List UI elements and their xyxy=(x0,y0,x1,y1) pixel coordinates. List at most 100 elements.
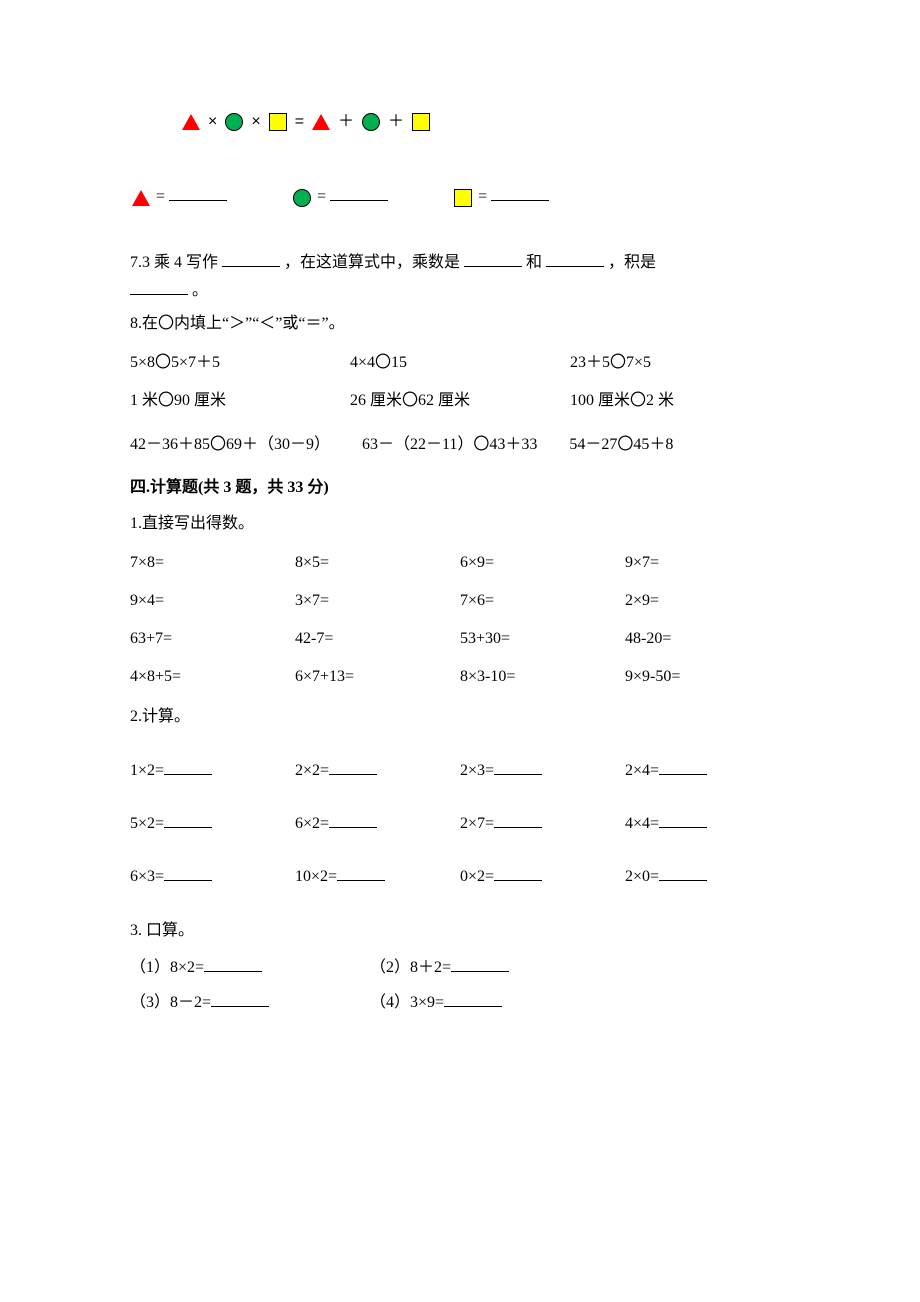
calc-label: 2×0= xyxy=(625,868,659,885)
blank[interactable] xyxy=(222,250,280,267)
calc-item: 2×0= xyxy=(625,864,790,889)
s4-q3-grid: （1）8×2=（2）8＋2=（3）8－2=（4）3×9= xyxy=(130,955,790,1015)
calc-item: 9×4= xyxy=(130,589,295,613)
square-icon xyxy=(454,189,472,207)
q7-text-a: 7.3 乘 4 写作 xyxy=(130,254,218,271)
calc-label: （2）8＋2= xyxy=(370,959,451,976)
circle-icon xyxy=(293,189,311,207)
blank[interactable] xyxy=(494,758,542,775)
q7-text-b: ，在这道算式中，乘数是 xyxy=(284,254,460,271)
calc-item: 9×7= xyxy=(625,551,790,575)
calc-row: 6×3=10×2=0×2=2×0= xyxy=(130,864,790,889)
q8-row2: 1 米〇90 厘米 26 厘米〇62 厘米 100 厘米〇2 米 xyxy=(130,389,790,413)
blank[interactable] xyxy=(164,864,212,881)
calc-label: 0×2= xyxy=(460,868,494,885)
calc-item: 2×9= xyxy=(625,589,790,613)
blank[interactable] xyxy=(164,758,212,775)
calc-row: （3）8－2=（4）3×9= xyxy=(130,990,790,1015)
circle-icon xyxy=(362,113,380,131)
calc-row: 7×8=8×5=6×9=9×7= xyxy=(130,551,790,575)
op-times: × xyxy=(208,113,217,130)
calc-label: （4）3×9= xyxy=(370,994,444,1011)
square-icon xyxy=(269,113,287,131)
s4-q1-title: 1.直接写出得数。 xyxy=(130,510,790,537)
blank[interactable] xyxy=(546,250,604,267)
calc-item: 42-7= xyxy=(295,627,460,651)
blank[interactable] xyxy=(464,250,522,267)
triangle-answer: = xyxy=(130,184,227,209)
calc-row: 5×2=6×2=2×7=4×4= xyxy=(130,811,790,836)
blank-circle[interactable] xyxy=(330,184,388,201)
blank[interactable] xyxy=(164,811,212,828)
calc-row: （1）8×2= （2）8＋2= xyxy=(130,955,790,980)
calc-item: 10×2= xyxy=(295,864,460,889)
calc-label: 10×2= xyxy=(295,868,337,885)
blank[interactable] xyxy=(659,811,707,828)
calc-item: 4×8+5= xyxy=(130,665,295,689)
blank[interactable] xyxy=(130,278,188,295)
s4-q1-grid: 7×8=8×5=6×9=9×7=9×4=3×7=7×6=2×9=63+7=42-… xyxy=(130,551,790,689)
blank[interactable] xyxy=(494,811,542,828)
blank[interactable] xyxy=(329,758,377,775)
blank[interactable] xyxy=(337,864,385,881)
calc-item: 7×8= xyxy=(130,551,295,575)
circle-icon xyxy=(225,113,243,131)
calc-label: 5×2= xyxy=(130,815,164,832)
circle-answer: = xyxy=(291,184,388,209)
calc-item: （2）8＋2= xyxy=(370,955,509,980)
blank-square[interactable] xyxy=(491,184,549,201)
q7-text-d: ，积是 xyxy=(608,254,656,271)
op-times: × xyxy=(251,113,260,130)
blank[interactable] xyxy=(659,758,707,775)
shape-equation: × × = ＋ ＋ xyxy=(180,110,790,134)
calc-item: 2×3= xyxy=(460,758,625,783)
calc-item: 6×9= xyxy=(460,551,625,575)
q8-item: 5×8〇5×7＋5 xyxy=(130,351,350,375)
q8-item: 23＋5〇7×5 xyxy=(570,351,790,375)
blank[interactable] xyxy=(659,864,707,881)
calc-item: 1×2= xyxy=(130,758,295,783)
page: × × = ＋ ＋ = = = 7.3 乘 4 写作 ，在这道算式中，乘数是 xyxy=(0,0,920,1085)
calc-item: 8×5= xyxy=(295,551,460,575)
q8-row3: 42－36＋85〇69＋（30－9） 63－（22－11）〇43＋33 54－2… xyxy=(130,431,790,458)
shape-answers-row: = = = xyxy=(130,184,790,209)
calc-label: 2×2= xyxy=(295,762,329,779)
calc-label: 6×2= xyxy=(295,815,329,832)
blank[interactable] xyxy=(211,990,269,1007)
calc-item: （3）8－2= xyxy=(130,990,370,1015)
equals-label: = xyxy=(478,188,487,205)
calc-label: （1）8×2= xyxy=(130,959,204,976)
calc-label: 4×4= xyxy=(625,815,659,832)
equals-label: = xyxy=(317,188,326,205)
blank[interactable] xyxy=(494,864,542,881)
calc-item: 48-20= xyxy=(625,627,790,651)
blank[interactable] xyxy=(204,955,262,972)
calc-item: 63+7= xyxy=(130,627,295,651)
blank[interactable] xyxy=(444,990,502,1007)
calc-item: 9×9-50= xyxy=(625,665,790,689)
op-plus: ＋ xyxy=(338,113,354,130)
q8-title: 8.在〇内填上“＞”“＜”或“＝”。 xyxy=(130,310,790,337)
q7-text-c: 和 xyxy=(526,254,542,271)
q7-text-e: 。 xyxy=(192,282,208,299)
calc-item: 2×4= xyxy=(625,758,790,783)
calc-item: 53+30= xyxy=(460,627,625,651)
blank[interactable] xyxy=(451,955,509,972)
calc-item: （4）3×9= xyxy=(370,990,502,1015)
triangle-icon xyxy=(132,190,150,206)
equals-label: = xyxy=(156,188,165,205)
calc-row: 4×8+5=6×7+13=8×3-10=9×9-50= xyxy=(130,665,790,689)
calc-label: 1×2= xyxy=(130,762,164,779)
blank-triangle[interactable] xyxy=(169,184,227,201)
calc-item: 6×7+13= xyxy=(295,665,460,689)
blank[interactable] xyxy=(329,811,377,828)
calc-row: 1×2= 2×2= 2×3=2×4= xyxy=(130,758,790,783)
calc-item: 6×2= xyxy=(295,811,460,836)
calc-item: （1）8×2= xyxy=(130,955,370,980)
square-icon xyxy=(412,113,430,131)
calc-label: 2×4= xyxy=(625,762,659,779)
s4-q2-title: 2.计算。 xyxy=(130,703,790,730)
calc-item: 4×4= xyxy=(625,811,790,836)
q8-row1: 5×8〇5×7＋5 4×4〇15 23＋5〇7×5 xyxy=(130,351,790,375)
q7: 7.3 乘 4 写作 ，在这道算式中，乘数是 和 ，积是 。 xyxy=(130,249,790,303)
